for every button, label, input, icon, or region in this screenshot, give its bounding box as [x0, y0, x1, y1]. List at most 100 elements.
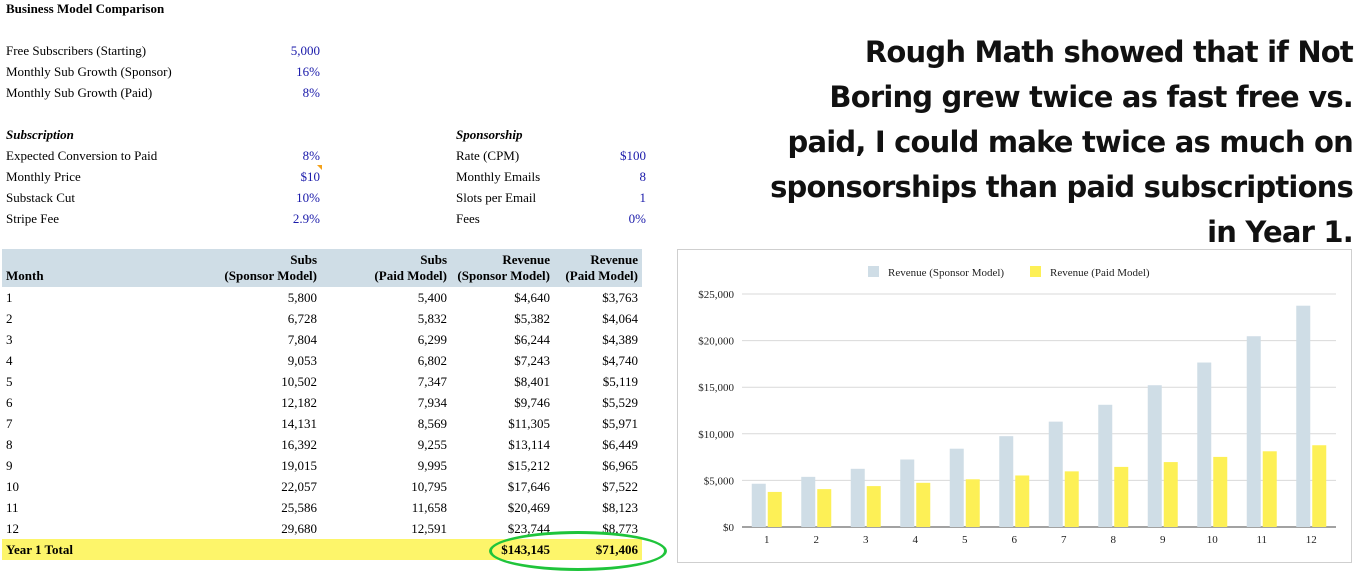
cell-revenue-paid[interactable]: $6,449	[602, 437, 638, 452]
bar-sponsor	[801, 476, 816, 527]
sponsorship-value-fees[interactable]: 0%	[628, 211, 646, 226]
header-revenue-paid[interactable]: Revenue (Paid Model)	[554, 249, 642, 287]
cell-subs-sponsor[interactable]: 29,680	[281, 521, 317, 536]
total-label[interactable]: Year 1 Total	[2, 539, 195, 560]
input-value-paid-growth[interactable]: 8%	[302, 85, 320, 100]
cell-month[interactable]: 12	[6, 521, 19, 536]
sponsorship-value-slots[interactable]: 1	[639, 190, 647, 205]
cell-revenue-paid[interactable]: $4,389	[602, 332, 638, 347]
cell-subs-sponsor[interactable]: 10,502	[281, 374, 317, 389]
cell-subs-paid[interactable]: 6,802	[417, 353, 447, 368]
cell-month[interactable]: 5	[6, 374, 13, 389]
cell-month[interactable]: 8	[6, 437, 13, 452]
legend-label-paid: Revenue (Paid Model)	[1050, 267, 1150, 279]
cell-subs-sponsor[interactable]: 12,182	[281, 395, 317, 410]
cell-subs-sponsor[interactable]: 6,728	[287, 311, 317, 326]
cell-subs-paid[interactable]: 6,299	[417, 332, 447, 347]
cell-subs-paid[interactable]: 9,995	[417, 458, 447, 473]
x-tick-label: 4	[913, 534, 919, 546]
input-value-sponsor-growth[interactable]: 16%	[296, 64, 320, 79]
cell-month[interactable]: 6	[6, 395, 13, 410]
cell-revenue-paid[interactable]: $5,971	[602, 416, 638, 431]
cell-revenue-sponsor[interactable]: $13,114	[508, 437, 550, 452]
cell-revenue-sponsor[interactable]: $11,305	[508, 416, 550, 431]
cell-subs-paid[interactable]: 7,347	[417, 374, 447, 389]
cell-revenue-paid[interactable]: $5,529	[602, 395, 638, 410]
cell-subs-sponsor[interactable]: 5,800	[287, 290, 317, 305]
header-subs-paid[interactable]: Subs (Paid Model)	[321, 249, 451, 287]
bar-paid	[1114, 466, 1129, 527]
cell-revenue-paid[interactable]: $7,522	[602, 479, 638, 494]
cell-subs-sponsor[interactable]: 19,015	[281, 458, 317, 473]
cell-revenue-sponsor[interactable]: $20,469	[507, 500, 550, 515]
cell-revenue-sponsor[interactable]: $5,382	[514, 311, 550, 326]
cell-subs-paid[interactable]: 12,591	[411, 521, 447, 536]
cell-month[interactable]: 11	[6, 500, 19, 515]
bar-sponsor	[1296, 305, 1311, 527]
cell-month[interactable]: 10	[6, 479, 19, 494]
cell-month[interactable]: 2	[6, 311, 13, 326]
cell-month[interactable]: 9	[6, 458, 13, 473]
subscription-value-conversion[interactable]: 8%	[302, 148, 320, 163]
x-tick-label: 9	[1160, 534, 1166, 546]
cell-subs-sponsor[interactable]: 9,053	[287, 353, 317, 368]
cell-subs-paid[interactable]: 11,658	[411, 500, 447, 515]
cell-subs-sponsor[interactable]: 22,057	[281, 479, 317, 494]
table-row: 9 19,015 9,995 $15,212 $6,965	[2, 455, 642, 476]
cell-subs-sponsor[interactable]: 16,392	[281, 437, 317, 452]
bar-sponsor	[999, 436, 1014, 527]
cell-month[interactable]: 3	[6, 332, 13, 347]
cell-revenue-sponsor[interactable]: $7,243	[514, 353, 550, 368]
cell-month[interactable]: 7	[6, 416, 13, 431]
table-row: 4 9,053 6,802 $7,243 $4,740	[2, 350, 642, 371]
cell-revenue-paid[interactable]: $4,740	[602, 353, 638, 368]
comment-marker[interactable]	[317, 165, 322, 170]
cell-revenue-sponsor[interactable]: $17,646	[507, 479, 550, 494]
cell-subs-paid[interactable]: 5,400	[417, 290, 447, 305]
cell-revenue-sponsor[interactable]: $9,746	[514, 395, 550, 410]
cell-revenue-paid[interactable]: $4,064	[602, 311, 638, 326]
revenue-chart: $0 $5,000 $10,000 $15,000 $20,000 $25,000 1 2 3 4…	[677, 249, 1352, 563]
subscription-value-stripe-fee[interactable]: 2.9%	[292, 211, 320, 226]
cell-subs-paid[interactable]: 10,795	[411, 479, 447, 494]
bar-paid	[1213, 456, 1228, 527]
cell-subs-paid[interactable]: 9,255	[417, 437, 447, 452]
y-tick-label: $5,000	[704, 475, 735, 487]
bar-sponsor	[900, 459, 915, 527]
cell-subs-paid[interactable]: 7,934	[417, 395, 447, 410]
input-label-sponsor-growth: Monthly Sub Growth (Sponsor)	[6, 64, 172, 79]
x-tick-label: 8	[1111, 534, 1117, 546]
cell-revenue-sponsor[interactable]: $8,401	[514, 374, 550, 389]
subscription-value-substack-cut[interactable]: 10%	[296, 190, 320, 205]
sponsorship-label-slots: Slots per Email	[456, 190, 537, 205]
input-value-free-subscribers[interactable]: 5,000	[290, 43, 320, 58]
cell-subs-paid[interactable]: 5,832	[417, 311, 447, 326]
total-empty-cell[interactable]	[321, 539, 451, 560]
cell-revenue-sponsor[interactable]: $15,212	[507, 458, 550, 473]
cell-revenue-sponsor[interactable]: $4,640	[514, 290, 550, 305]
header-subs-sponsor[interactable]: Subs (Sponsor Model)	[195, 249, 321, 287]
bar-sponsor	[850, 468, 865, 527]
sponsorship-value-rate[interactable]: $100	[620, 148, 646, 163]
subscription-value-price[interactable]: $10	[300, 169, 321, 184]
cell-revenue-paid[interactable]: $8,123	[602, 500, 638, 515]
sponsorship-value-emails[interactable]: 8	[639, 169, 647, 184]
header-month[interactable]: Month	[2, 249, 195, 287]
cell-revenue-sponsor[interactable]: $6,244	[514, 332, 550, 347]
cell-subs-sponsor[interactable]: 25,586	[281, 500, 317, 515]
cell-revenue-paid[interactable]: $6,965	[602, 458, 638, 473]
header-revenue-sponsor[interactable]: Revenue (Sponsor Model)	[451, 249, 554, 287]
cell-subs-sponsor[interactable]: 14,131	[281, 416, 317, 431]
cell-revenue-paid[interactable]: $5,119	[602, 374, 638, 389]
cell-month[interactable]: 4	[6, 353, 13, 368]
cell-revenue-paid[interactable]: $3,763	[602, 290, 638, 305]
input-label-paid-growth: Monthly Sub Growth (Paid)	[6, 85, 153, 100]
bar-sponsor	[1246, 336, 1261, 527]
cell-month[interactable]: 1	[6, 290, 13, 305]
legend-swatch-sponsor	[868, 266, 879, 277]
total-empty-cell[interactable]	[195, 539, 321, 560]
x-tick-label: 3	[863, 534, 869, 546]
cell-subs-paid[interactable]: 8,569	[417, 416, 447, 431]
cell-subs-sponsor[interactable]: 7,804	[287, 332, 317, 347]
